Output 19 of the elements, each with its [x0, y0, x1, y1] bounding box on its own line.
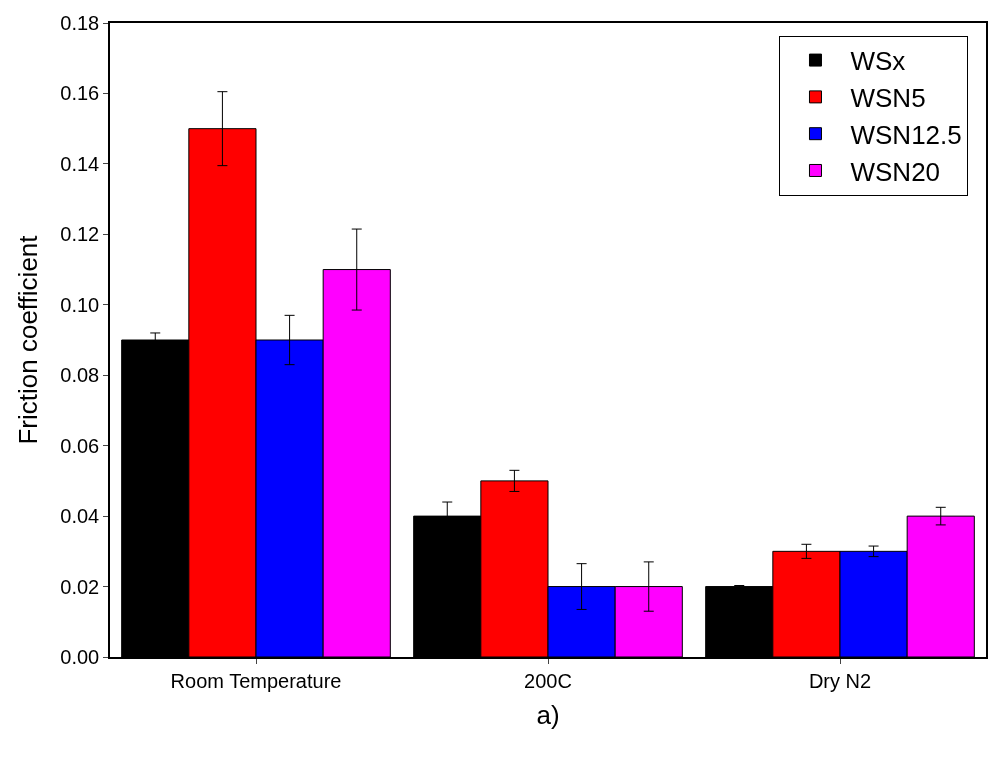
- y-tick-label: 0.06: [60, 434, 100, 457]
- y-tick-label: 0.12: [60, 223, 100, 246]
- y-tick-label: 0.16: [60, 82, 100, 105]
- y-tick-label: 0.14: [60, 152, 100, 175]
- x-tick-label: 200C: [524, 669, 572, 692]
- y-tick-label: 0.04: [60, 505, 100, 528]
- y-tick-label: 0.00: [60, 646, 100, 668]
- x-tick-label: Dry N2: [808, 669, 872, 692]
- legend-label: WSN12.5: [850, 119, 962, 150]
- legend-label: WSN5: [850, 83, 926, 114]
- x-tick-label: Room Temperature: [170, 669, 342, 692]
- y-axis-title: Friction coefficient: [13, 234, 44, 445]
- y-tick-label: 0.02: [60, 575, 100, 598]
- y-tick-label: 0.18: [60, 12, 100, 34]
- y-tick-label: 0.08: [60, 364, 100, 387]
- y-tick-label: 0.10: [60, 293, 100, 316]
- x-axis-title: a): [536, 699, 560, 730]
- legend-label: WSN20: [850, 156, 941, 187]
- legend-label: WSx: [850, 46, 906, 77]
